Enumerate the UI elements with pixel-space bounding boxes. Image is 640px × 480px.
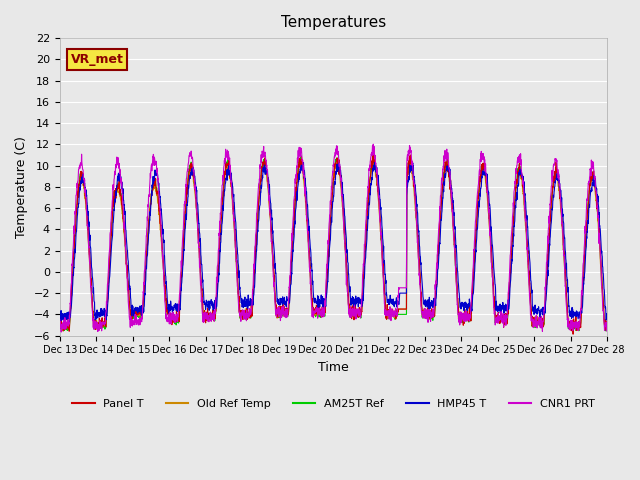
Y-axis label: Temperature (C): Temperature (C) xyxy=(15,136,28,238)
Title: Temperatures: Temperatures xyxy=(281,15,386,30)
X-axis label: Time: Time xyxy=(318,361,349,374)
Text: VR_met: VR_met xyxy=(71,53,124,66)
Legend: Panel T, Old Ref Temp, AM25T Ref, HMP45 T, CNR1 PRT: Panel T, Old Ref Temp, AM25T Ref, HMP45 … xyxy=(68,395,599,414)
